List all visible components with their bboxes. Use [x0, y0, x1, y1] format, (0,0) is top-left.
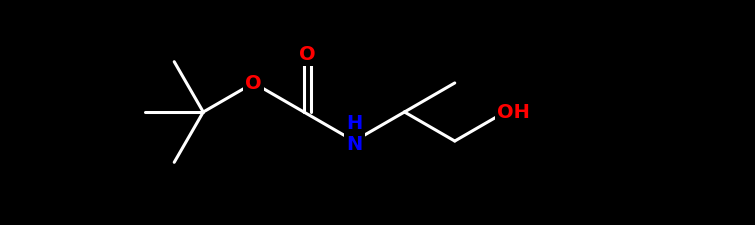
Text: O: O [299, 45, 316, 64]
Text: OH: OH [498, 103, 530, 122]
Text: N: N [346, 135, 362, 154]
Text: H: H [346, 113, 362, 132]
Text: O: O [245, 74, 262, 93]
